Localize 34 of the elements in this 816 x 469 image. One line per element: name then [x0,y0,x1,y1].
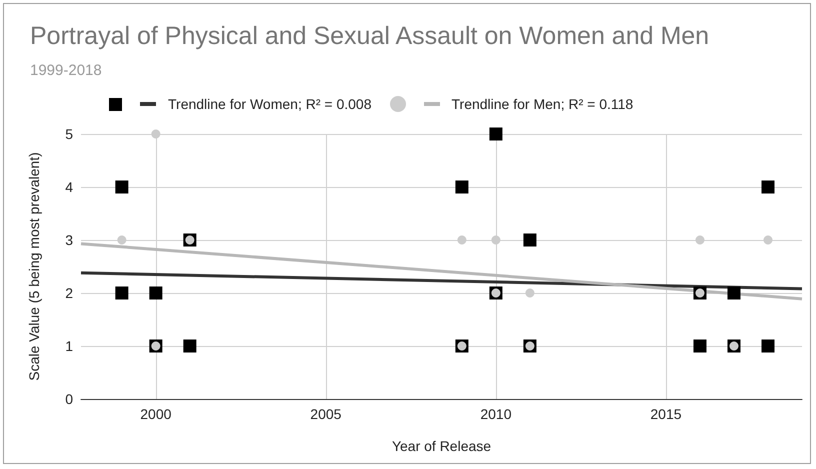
point [183,340,196,352]
legend-label: Trendline for Men; R² = 0.118 [452,96,634,112]
point [525,288,534,298]
point [727,286,740,300]
point [693,340,706,352]
point [455,180,468,194]
y-axis-title: Scale Value (5 being most prevalent) [26,152,42,381]
chart-title: Portrayal of Physical and Sexual Assault on Women and Men [30,22,710,51]
x-tick-label: 2000 [140,406,172,422]
point [115,180,128,194]
point [457,236,466,244]
y-tick-label: 3 [65,232,74,248]
y-tick-label: 0 [65,391,74,407]
point [117,236,126,244]
y-tick-label: 5 [65,126,74,142]
point [764,236,772,244]
point [523,234,536,246]
y-tick-label: 4 [65,179,74,195]
point [115,286,128,300]
y-tick-label: 2 [65,285,74,301]
point [695,236,704,244]
chart-subtitle: 1999-2018 [30,62,102,79]
x-tick-label: 2015 [650,406,682,422]
point [151,130,160,138]
point [761,340,774,352]
x-tick-label: 2010 [480,406,512,422]
legend-label: Trendline for Women; R² = 0.008 [168,96,372,112]
point [491,236,500,244]
point [489,128,502,140]
point [149,286,162,300]
y-tick-label: 1 [65,338,74,354]
x-tick-label: 2005 [310,406,342,422]
point [761,180,774,194]
x-axis-title: Year of Release [392,438,492,454]
